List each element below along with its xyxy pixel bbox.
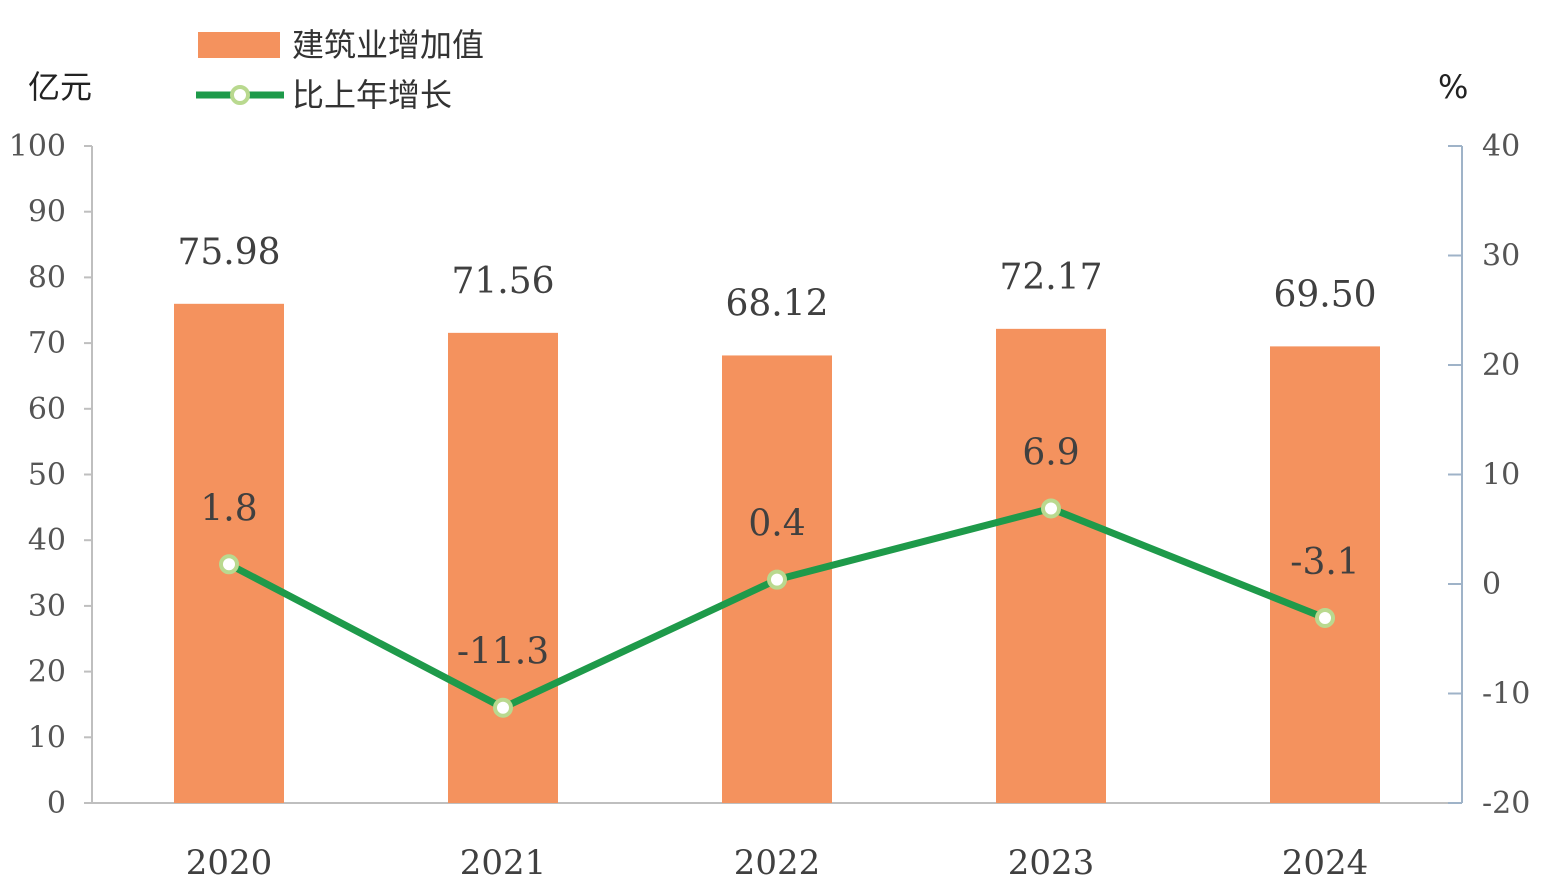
right-axis-unit: % [1438,68,1468,106]
left-tick-label: 30 [28,589,66,624]
right-tick-label: 10 [1482,458,1520,493]
line-value-label: 6.9 [1022,432,1079,473]
left-tick-label: 80 [28,260,66,295]
right-tick-label: -10 [1482,677,1530,712]
x-tick-label: 2022 [734,843,821,883]
left-axis-unit: 亿元 [28,68,92,106]
bar-value-label: 71.56 [451,261,554,302]
bar-series [174,303,1380,803]
right-tick-label: 30 [1482,239,1520,274]
line-series [219,498,1335,718]
line-value-label: 1.8 [200,488,257,529]
left-tick-label: 70 [28,326,66,361]
x-tick-label: 2023 [1008,843,1095,883]
line-point [1041,498,1061,519]
legend-swatch-marker [230,85,250,105]
bar-value-label: 75.98 [177,232,280,273]
legend-swatch-bar [198,32,280,58]
line-value-label: -11.3 [457,632,549,673]
bar [174,303,284,803]
x-tick-label: 2021 [460,843,547,883]
left-tick-label: 20 [28,655,66,690]
bar [996,328,1106,803]
data-labels: 75.98 71.56 68.12 72.17 69.50 1.8 -11.3 0.4 6.9 -… [177,232,1376,673]
line-point [219,554,239,575]
left-tick-label: 50 [28,458,66,493]
line-value-label: -3.1 [1290,542,1359,583]
line-point [493,697,513,718]
right-tick-label: 0 [1482,567,1501,602]
line-value-label: 0.4 [748,504,805,545]
bar [1270,346,1380,803]
left-tick-label: 0 [47,786,66,821]
left-tick-label: 40 [28,523,66,558]
x-tick-label: 2024 [1282,843,1369,883]
axes: 0 10 20 30 40 50 60 70 80 90 100 -20 -10 0 10 20 30 40 亿元%… [9,68,1531,883]
right-tick-label: -20 [1482,786,1530,821]
bar-value-label: 69.50 [1273,274,1376,315]
bar-value-label: 72.17 [999,257,1102,298]
bar [448,332,558,803]
right-tick-label: 40 [1482,129,1520,164]
line-point [1315,607,1335,628]
bar-value-label: 68.12 [725,283,828,324]
line-point [767,569,787,590]
legend-label-bar: 建筑业增加值 [292,26,484,64]
left-tick-label: 60 [28,392,66,427]
x-tick-label: 2020 [186,843,273,883]
legend-label-line: 比上年增长 [292,76,452,114]
left-tick-label: 10 [28,720,66,755]
left-tick-label: 100 [9,129,66,164]
right-tick-label: 20 [1482,348,1520,383]
left-tick-label: 90 [28,195,66,230]
